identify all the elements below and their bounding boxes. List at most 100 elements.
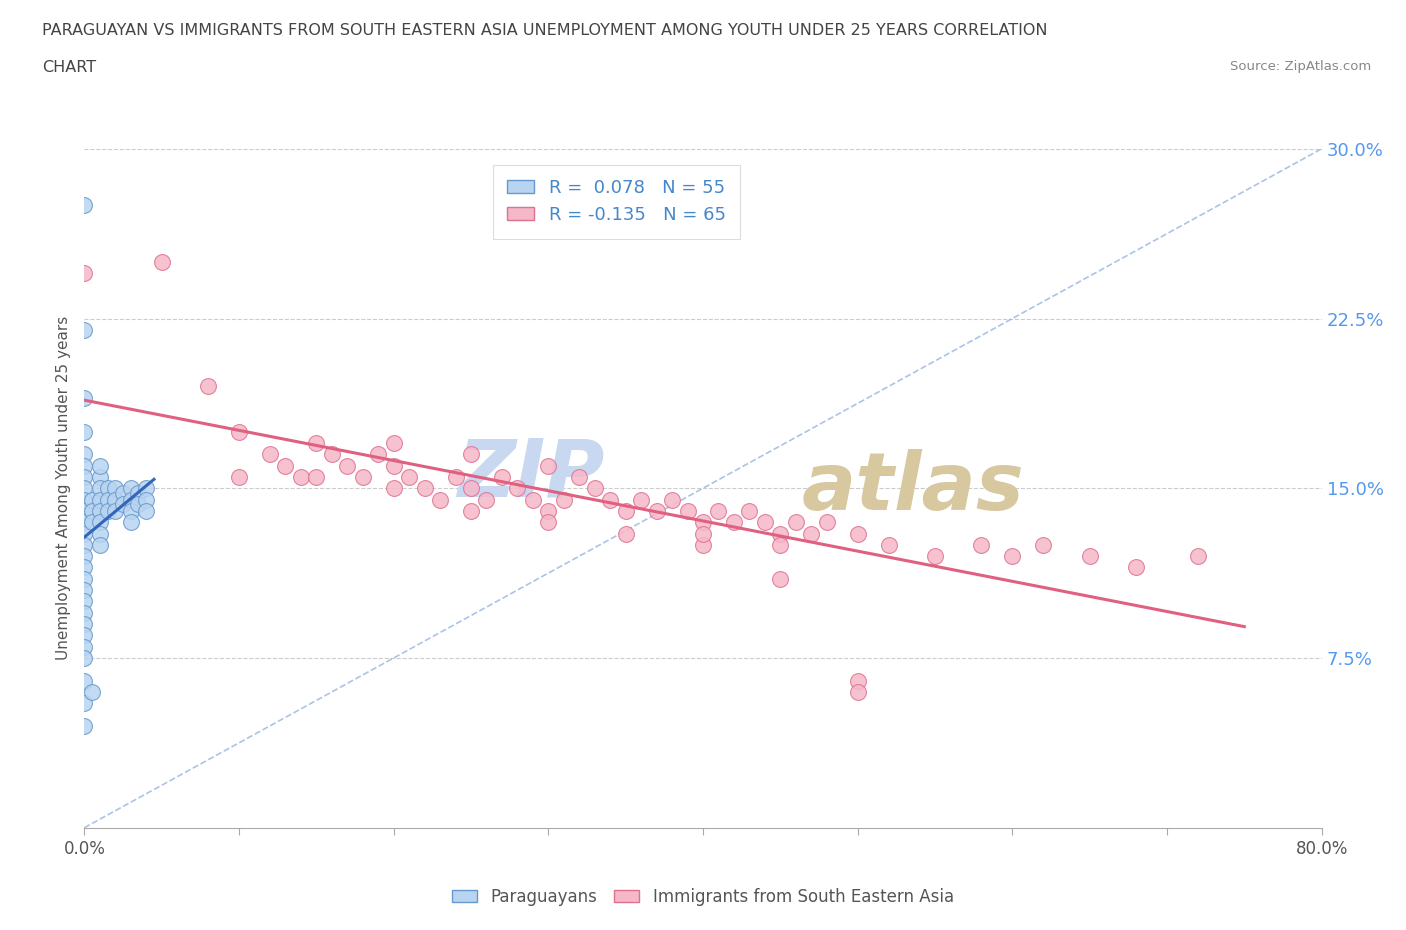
Point bbox=[614, 503, 637, 518]
Point bbox=[73, 628, 96, 643]
Point bbox=[73, 560, 96, 575]
Point bbox=[73, 673, 96, 688]
Point bbox=[336, 458, 359, 473]
Point bbox=[769, 571, 792, 586]
Point bbox=[769, 538, 792, 552]
Text: CHART: CHART bbox=[42, 60, 96, 75]
Point bbox=[444, 470, 467, 485]
Point bbox=[1187, 549, 1209, 564]
Point bbox=[73, 696, 96, 711]
Point bbox=[73, 617, 96, 631]
Point bbox=[89, 481, 111, 496]
Point bbox=[104, 503, 127, 518]
Point bbox=[846, 673, 869, 688]
Point bbox=[599, 492, 621, 507]
Point bbox=[537, 458, 560, 473]
Point bbox=[73, 481, 96, 496]
Point bbox=[73, 503, 96, 518]
Point bbox=[460, 446, 482, 461]
Legend: Paraguayans, Immigrants from South Eastern Asia: Paraguayans, Immigrants from South Easte… bbox=[446, 881, 960, 912]
Text: Source: ZipAtlas.com: Source: ZipAtlas.com bbox=[1230, 60, 1371, 73]
Point bbox=[89, 538, 111, 552]
Point bbox=[73, 198, 96, 213]
Point bbox=[112, 497, 135, 512]
Point bbox=[274, 458, 297, 473]
Text: atlas: atlas bbox=[801, 449, 1025, 527]
Point bbox=[692, 538, 714, 552]
Point bbox=[537, 514, 560, 529]
Point bbox=[97, 481, 120, 496]
Point bbox=[321, 446, 343, 461]
Point bbox=[73, 391, 96, 405]
Point bbox=[89, 514, 111, 529]
Point bbox=[97, 503, 120, 518]
Point bbox=[135, 481, 157, 496]
Point bbox=[89, 492, 111, 507]
Point bbox=[630, 492, 652, 507]
Point bbox=[506, 481, 529, 496]
Point bbox=[82, 514, 104, 529]
Point bbox=[120, 481, 142, 496]
Point bbox=[73, 458, 96, 473]
Point bbox=[73, 323, 96, 338]
Point bbox=[491, 470, 513, 485]
Point bbox=[73, 651, 96, 666]
Point bbox=[305, 470, 328, 485]
Point bbox=[1032, 538, 1054, 552]
Point bbox=[73, 582, 96, 598]
Point bbox=[815, 514, 838, 529]
Point bbox=[73, 605, 96, 620]
Point bbox=[429, 492, 451, 507]
Point bbox=[82, 503, 104, 518]
Point bbox=[1078, 549, 1101, 564]
Point bbox=[970, 538, 993, 552]
Point bbox=[738, 503, 761, 518]
Point bbox=[73, 718, 96, 733]
Point bbox=[846, 684, 869, 699]
Point bbox=[228, 470, 250, 485]
Point bbox=[475, 492, 498, 507]
Y-axis label: Unemployment Among Youth under 25 years: Unemployment Among Youth under 25 years bbox=[56, 316, 72, 660]
Point bbox=[73, 594, 96, 609]
Point bbox=[800, 526, 823, 541]
Point bbox=[197, 379, 219, 394]
Point bbox=[89, 526, 111, 541]
Point bbox=[120, 514, 142, 529]
Point bbox=[82, 492, 104, 507]
Point bbox=[89, 470, 111, 485]
Point bbox=[120, 492, 142, 507]
Point bbox=[135, 503, 157, 518]
Point bbox=[259, 446, 281, 461]
Point bbox=[104, 492, 127, 507]
Point bbox=[924, 549, 946, 564]
Point bbox=[460, 503, 482, 518]
Point bbox=[1125, 560, 1147, 575]
Point bbox=[150, 255, 173, 270]
Point bbox=[128, 497, 150, 512]
Point bbox=[73, 492, 96, 507]
Point bbox=[228, 424, 250, 439]
Point bbox=[877, 538, 900, 552]
Point bbox=[707, 503, 730, 518]
Point bbox=[112, 485, 135, 500]
Point bbox=[661, 492, 683, 507]
Point bbox=[568, 470, 591, 485]
Point bbox=[692, 526, 714, 541]
Point bbox=[73, 538, 96, 552]
Point bbox=[537, 503, 560, 518]
Point bbox=[97, 492, 120, 507]
Point bbox=[73, 549, 96, 564]
Point bbox=[754, 514, 776, 529]
Text: PARAGUAYAN VS IMMIGRANTS FROM SOUTH EASTERN ASIA UNEMPLOYMENT AMONG YOUTH UNDER : PARAGUAYAN VS IMMIGRANTS FROM SOUTH EAST… bbox=[42, 23, 1047, 38]
Point bbox=[305, 435, 328, 450]
Point bbox=[553, 492, 575, 507]
Point bbox=[522, 492, 544, 507]
Point bbox=[723, 514, 745, 529]
Point bbox=[692, 514, 714, 529]
Point bbox=[367, 446, 389, 461]
Point bbox=[583, 481, 606, 496]
Point bbox=[73, 639, 96, 654]
Point bbox=[73, 424, 96, 439]
Point bbox=[614, 526, 637, 541]
Legend: R =  0.078   N = 55, R = -0.135   N = 65: R = 0.078 N = 55, R = -0.135 N = 65 bbox=[492, 165, 740, 238]
